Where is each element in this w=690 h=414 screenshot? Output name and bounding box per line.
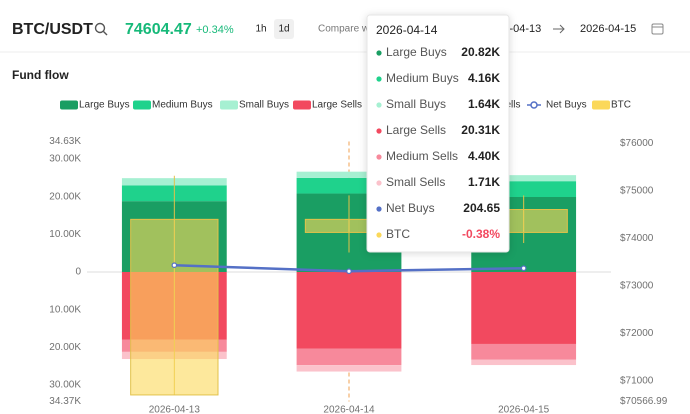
tooltip-dot: [376, 206, 382, 212]
y2-tick-label: $73000: [620, 280, 654, 291]
end-date[interactable]: 2026-04-15: [580, 23, 636, 35]
tooltip-dot: [376, 102, 382, 108]
compare-button[interactable]: Compare with: [318, 24, 380, 35]
legend-swatch: [60, 100, 78, 110]
bar: [296, 271, 402, 349]
plot: 34.37K 30.00K 20.00K 10.00K 0 10.00K 20.00K 30.…: [49, 100, 667, 414]
tooltip-value: 204.65: [463, 201, 500, 215]
legend-label: Large Buys: [79, 100, 130, 111]
legend-swatch: [220, 100, 238, 110]
tooltip-dot: [376, 154, 382, 160]
x-tick-label: 2026-04-14: [323, 405, 375, 414]
net-point: [346, 268, 352, 275]
tooltip-dot: [376, 232, 382, 238]
y-tick-label: 20.00K: [49, 342, 81, 353]
legend-swatch: [133, 100, 151, 110]
tooltip-value: 20.31K: [461, 123, 500, 137]
legend-marker: [530, 101, 538, 109]
tooltip-name: Large Sells: [386, 123, 446, 137]
price: 74604.47: [125, 21, 192, 38]
tooltip-dot: [376, 180, 382, 186]
legend-label: Large Sells: [312, 100, 362, 111]
legend-swatch: [293, 100, 311, 110]
tooltip-name: Medium Sells: [386, 149, 458, 163]
y-tick-label: 30.00K: [49, 154, 81, 165]
tooltip-value: 4.40K: [468, 149, 500, 163]
x-tick-label: 2026-04-13: [149, 405, 201, 414]
tooltip-value: 20.82K: [461, 45, 500, 59]
bar: [296, 171, 402, 178]
bar: [471, 175, 577, 182]
y-tick-label: 34.37K: [49, 396, 81, 407]
y2-tick-label: $72000: [620, 328, 654, 339]
y2-tick-label: $75000: [620, 185, 654, 196]
tooltip-dot: [376, 76, 382, 82]
tooltip-name: Large Buys: [386, 45, 447, 59]
calendar-icon[interactable]: [651, 23, 664, 35]
interval-selected-bg: [274, 19, 294, 39]
bar: [471, 271, 577, 344]
y2-tick-label: $74000: [620, 233, 654, 244]
tooltip-value: 1.71K: [468, 175, 500, 189]
x-tick-label: 2026-04-15: [498, 405, 550, 414]
net-point: [520, 265, 527, 272]
bar: [296, 365, 402, 372]
y-tick-label: 10.00K: [49, 229, 81, 240]
legend-label: Net Buys: [546, 100, 587, 111]
tooltip-value: 1.64K: [468, 97, 500, 111]
y-tick-label: 34.63K: [49, 136, 81, 147]
tooltip-name: BTC: [386, 227, 410, 241]
y-tick-label: 20.00K: [49, 191, 81, 202]
net-point: [171, 262, 178, 269]
legend-label: Small Buys: [239, 100, 289, 111]
legend-swatch: [592, 100, 610, 110]
tooltip-name: Small Sells: [386, 175, 445, 189]
bar: [471, 359, 577, 366]
tooltip-name: Medium Buys: [386, 71, 459, 85]
tooltip-dot: [376, 50, 382, 56]
y2-tick-label: $70566.99: [620, 396, 668, 407]
bar: [296, 348, 402, 366]
legend-label: BTC: [611, 100, 631, 111]
tooltip-value: 4.16K: [468, 71, 500, 85]
tooltip-name: Small Buys: [386, 97, 446, 111]
tooltip-value: -0.38%: [462, 227, 500, 241]
tooltip-name: Net Buys: [386, 201, 435, 215]
price-change: +0.34%: [196, 24, 234, 36]
tooltip-dot: [376, 128, 382, 134]
y2-tick-label: $71000: [620, 376, 654, 387]
arrow-icon: [553, 24, 565, 34]
bar: [471, 343, 577, 360]
tooltip-title: 2026-04-14: [376, 23, 438, 37]
search-icon[interactable]: [94, 22, 108, 36]
section-title: Fund flow: [12, 68, 69, 82]
symbol: BTC/USDT: [12, 21, 93, 38]
interval-button[interactable]: 1d: [278, 24, 289, 35]
y-tick-label: 30.00K: [49, 380, 81, 391]
tooltip-box: [366, 14, 510, 253]
candle-body: [130, 218, 219, 396]
legend-label: Medium Buys: [152, 100, 213, 111]
y2-tick-label: $76000: [620, 138, 654, 149]
interval-button[interactable]: 1h: [255, 24, 266, 35]
y-tick-label: 10.00K: [49, 304, 81, 315]
y-tick-label: 0: [75, 267, 81, 278]
